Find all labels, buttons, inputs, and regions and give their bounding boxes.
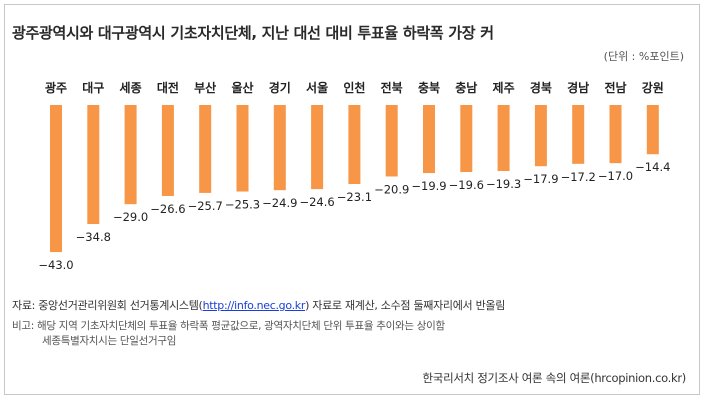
bar: [423, 105, 435, 174]
note-line-1: 비고: 해당 지역 기초자치단체의 투표율 하락폭 평균값으로, 광역자치단체 …: [12, 320, 445, 332]
category-label: 경기: [269, 80, 291, 95]
chart-title: 광주광역시와 대구광역시 기초자치단체, 지난 대선 대비 투표율 하락폭 가장…: [12, 24, 494, 42]
category-label: 전남: [604, 80, 626, 95]
category-label: 인천: [343, 80, 365, 95]
value-label: −29.0: [113, 210, 148, 224]
unit-label: (단위 : %포인트): [603, 50, 684, 63]
value-label: −23.1: [337, 190, 372, 204]
bar: [646, 105, 659, 155]
bar-chart: 광주 −43.0 대구 −34.8 세종 −29.0 대전 −26.6 부산 −25.7 울산 −25…: [38, 80, 670, 272]
bar: [161, 105, 174, 196]
bar: [348, 105, 361, 185]
bar: [572, 105, 585, 164]
bar: [609, 105, 622, 164]
source-text: 자료: 중앙선거관리위원회 선거통계시스템(http://info.nec.go…: [12, 297, 505, 313]
category-label: 경북: [530, 81, 552, 95]
value-label: −17.9: [523, 172, 558, 186]
category-label: 충북: [418, 80, 440, 95]
chart-frame: [4, 4, 700, 395]
category-label: 부산: [194, 80, 216, 95]
source-prefix: 자료: 중앙선거관리위원회 선거통계시스템(: [12, 299, 203, 312]
category-label: 충남: [455, 80, 477, 95]
value-label: −25.7: [188, 199, 223, 213]
bar: [311, 105, 324, 190]
note-line-2: 세종특별자치시는 단일선거구임: [42, 335, 177, 347]
credit-text: 한국리서치 정기조사 여론 속의 여론(hrcopinion.co.kr): [422, 371, 687, 385]
value-label: −17.2: [561, 170, 596, 184]
category-label: 울산: [231, 80, 253, 95]
value-label: −25.3: [225, 198, 260, 212]
value-label: −20.9: [374, 182, 409, 196]
value-label: −24.6: [299, 195, 334, 209]
bar: [199, 105, 212, 193]
bar: [87, 105, 100, 225]
category-label: 경남: [567, 80, 589, 95]
value-label: −19.3: [486, 177, 521, 191]
category-label: 서울: [306, 80, 328, 95]
bar: [236, 105, 249, 192]
value-label: −19.6: [449, 178, 484, 192]
source-suffix: ) 자료로 재계산, 소수점 둘째자리에서 반올림: [305, 299, 506, 312]
source-link[interactable]: http://info.nec.go.kr: [202, 299, 306, 312]
category-label: 제주: [493, 81, 515, 95]
bar: [497, 105, 510, 172]
bar: [273, 105, 286, 191]
category-label: 세종: [120, 80, 142, 95]
value-label: −43.0: [38, 258, 73, 272]
value-label: −14.4: [635, 160, 670, 174]
bar: [124, 105, 137, 205]
value-label: −17.0: [598, 169, 633, 183]
category-label: 대구: [82, 81, 104, 95]
category-label: 전북: [381, 80, 403, 95]
bar: [460, 105, 473, 173]
category-label: 강원: [642, 81, 664, 95]
note: 비고: 해당 지역 기초자치단체의 투표율 하락폭 평균값으로, 광역자치단체 …: [12, 319, 445, 349]
value-label: −34.8: [76, 230, 111, 244]
value-label: −26.6: [150, 202, 185, 216]
bar: [534, 105, 547, 167]
category-label: 광주: [45, 80, 67, 95]
value-label: −19.9: [411, 179, 446, 193]
category-label: 대전: [157, 80, 179, 95]
bar: [385, 105, 398, 177]
value-label: −24.9: [262, 196, 297, 210]
bar: [50, 105, 62, 253]
